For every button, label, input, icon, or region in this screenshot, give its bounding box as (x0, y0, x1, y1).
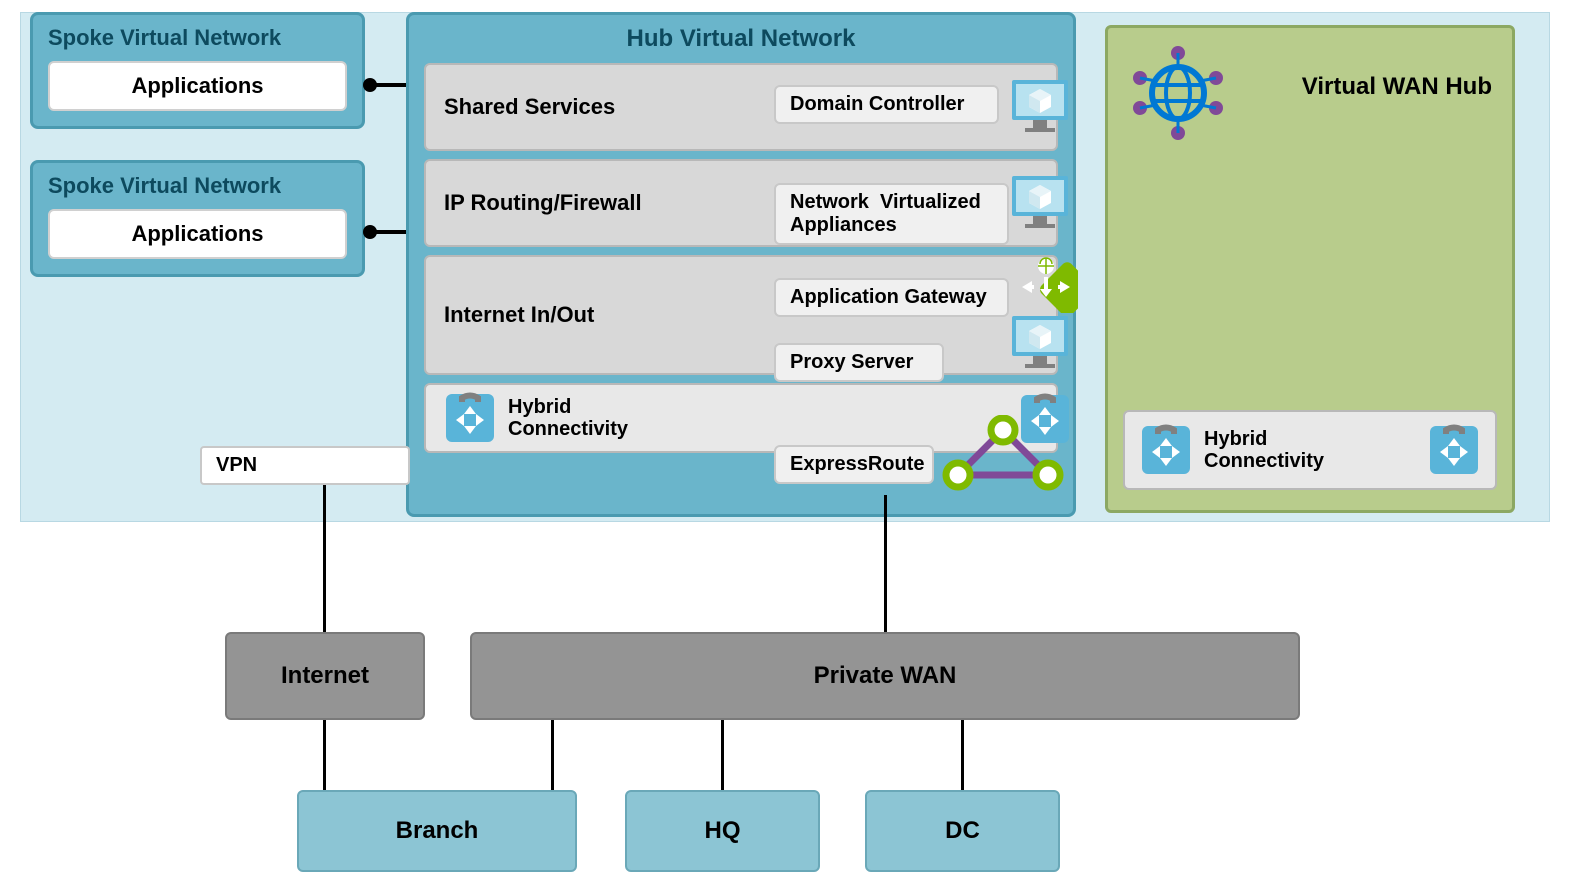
expressroute-icon (938, 415, 1068, 495)
private-wan-box: Private WAN (470, 632, 1300, 720)
firewall-label: IP Routing/Firewall (444, 190, 642, 216)
internet-label: Internet In/Out (444, 302, 594, 328)
vm-icon (1009, 173, 1071, 231)
connector-line (323, 720, 326, 790)
gateway-icon (1428, 424, 1480, 476)
hub-title: Hub Virtual Network (424, 25, 1058, 53)
connector-line (884, 495, 887, 633)
connector-line (370, 230, 406, 234)
connector-line (323, 485, 326, 633)
vwan-hybrid: HybridConnectivity (1123, 410, 1497, 490)
spoke2-app: Applications (48, 209, 347, 259)
spoke-vnet-1: Spoke Virtual Network Applications (30, 12, 365, 129)
hybrid-label: HybridConnectivity (508, 396, 628, 440)
vm-icon (1009, 77, 1071, 135)
connector-line (551, 720, 554, 790)
connector-line (721, 720, 724, 790)
vpn-label: VPN (200, 446, 410, 485)
callout-proxy: Proxy Server (774, 343, 944, 382)
callout-nva: Network VirtualizedAppliances (774, 183, 1009, 245)
connector-line (370, 83, 406, 87)
vm-icon (1009, 313, 1071, 371)
vwan-hybrid-label: HybridConnectivity (1204, 428, 1324, 472)
spoke2-title: Spoke Virtual Network (48, 173, 347, 199)
spoke-vnet-2: Spoke Virtual Network Applications (30, 160, 365, 277)
shared-label: Shared Services (444, 94, 615, 120)
globe-icon (1128, 43, 1228, 143)
callout-er: ExpressRoute (774, 445, 934, 484)
gateway-icon (444, 392, 496, 444)
callout-appgw: Application Gateway (774, 278, 1009, 317)
site-dc: DC (865, 790, 1060, 872)
callout-dc: Domain Controller (774, 85, 999, 124)
site-hq: HQ (625, 790, 820, 872)
connector-line (961, 720, 964, 790)
internet-box: Internet (225, 632, 425, 720)
vwan-title: Virtual WAN Hub (1302, 73, 1492, 101)
appgw-icon (1014, 249, 1078, 313)
virtual-wan-hub: Virtual WAN Hub HybridConnectivity (1105, 25, 1515, 513)
site-branch: Branch (297, 790, 577, 872)
spoke1-title: Spoke Virtual Network (48, 25, 347, 51)
gateway-icon (1140, 424, 1192, 476)
spoke1-app: Applications (48, 61, 347, 111)
